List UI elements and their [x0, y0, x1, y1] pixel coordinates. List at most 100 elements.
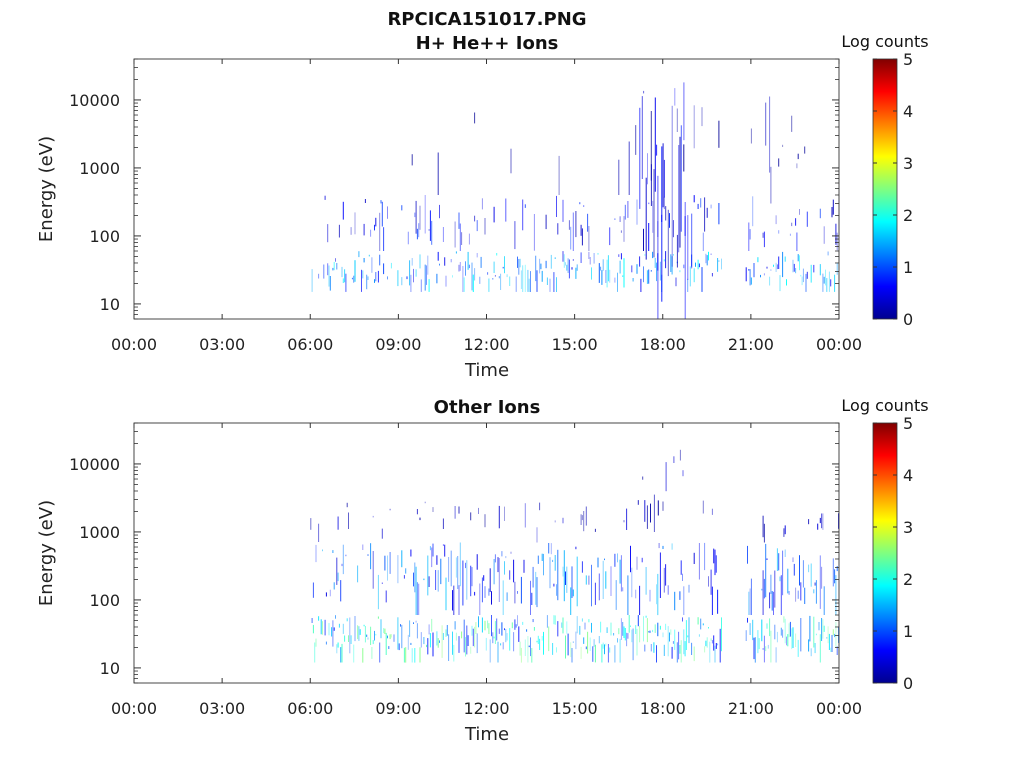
heatmap-cell — [656, 645, 657, 663]
heatmap-cell — [348, 512, 349, 529]
heatmap-cell — [813, 616, 815, 648]
heatmap-cell — [647, 153, 648, 185]
heatmap-cell — [336, 263, 338, 270]
heatmap-cell — [620, 555, 622, 592]
heatmap-cell — [822, 273, 824, 292]
heatmap-cell — [432, 507, 434, 512]
heatmap-cell — [536, 640, 538, 643]
heatmap-cell — [682, 573, 683, 581]
heatmap-cell — [424, 195, 426, 234]
heatmap-cell — [570, 642, 572, 658]
heatmap-cell — [509, 276, 511, 286]
heatmap-cell — [381, 528, 383, 539]
heatmap-cell — [363, 258, 365, 263]
heatmap-cell — [452, 590, 453, 611]
heatmap-cell — [459, 262, 461, 271]
heatmap-cell — [531, 592, 533, 605]
heatmap-cell — [522, 265, 524, 292]
heatmap-cell — [493, 206, 495, 223]
heatmap-cell — [337, 642, 339, 648]
heatmap-cell — [502, 266, 504, 269]
heatmap-cell — [715, 555, 717, 573]
heatmap-cell — [665, 623, 667, 630]
heatmap-cell — [819, 555, 821, 609]
heatmap-cell — [823, 226, 825, 244]
heatmap-cell — [637, 500, 639, 505]
heatmap-cell — [787, 568, 789, 594]
heatmap-cell — [439, 204, 440, 219]
heatmap-cell — [484, 586, 486, 598]
heatmap-cell — [342, 544, 344, 575]
heatmap-cell — [429, 633, 431, 648]
x-tick-label: 03:00 — [199, 335, 245, 354]
heatmap-cell — [591, 622, 592, 633]
heatmap-cell — [652, 251, 654, 259]
heatmap-cell — [359, 629, 361, 635]
heatmap-cell — [648, 202, 650, 205]
heatmap-cell — [792, 627, 794, 648]
heatmap-cell — [641, 557, 643, 563]
heatmap-cell — [780, 627, 782, 636]
heatmap-cell — [346, 618, 348, 622]
heatmap-cell — [600, 621, 602, 633]
heatmap-cell — [571, 267, 573, 270]
heatmap-cell — [650, 503, 651, 523]
heatmap-cell — [714, 645, 716, 663]
heatmap-cell — [322, 549, 323, 552]
heatmap-cell — [552, 643, 554, 655]
heatmap-cell — [445, 629, 447, 637]
heatmap-cell — [793, 563, 795, 576]
panel-1-plot-area: 00:00 03:00 06:00 09:00 12:00 15:00 18:00 21:00… — [69, 58, 862, 354]
heatmap-cell — [519, 641, 521, 656]
heatmap-cell — [795, 268, 797, 274]
heatmap-cell — [593, 253, 595, 264]
heatmap-cell — [711, 273, 713, 277]
heatmap-cell — [644, 644, 646, 652]
heatmap-cell — [753, 637, 755, 660]
y-tick-label: 1000 — [79, 523, 120, 542]
heatmap-cell — [484, 514, 486, 528]
heatmap-cell — [416, 228, 418, 240]
heatmap-cell — [387, 276, 388, 280]
heatmap-cell — [407, 231, 409, 245]
heatmap-cell — [455, 557, 457, 578]
heatmap-cell — [627, 201, 629, 218]
heatmap-cell — [585, 506, 587, 526]
heatmap-cell — [553, 615, 555, 625]
heatmap-cell — [687, 278, 689, 292]
heatmap-cell — [828, 271, 830, 292]
heatmap-cell — [662, 143, 664, 208]
heatmap-cell — [520, 576, 522, 604]
heatmap-cell — [693, 646, 695, 662]
heatmap-cell — [415, 269, 417, 277]
heatmap-cell — [556, 277, 557, 292]
heatmap-cell — [571, 648, 573, 663]
heatmap-cell — [517, 256, 518, 268]
heatmap-cell — [458, 212, 460, 229]
heatmap-cell — [667, 209, 669, 277]
heatmap-cell — [488, 623, 490, 634]
heatmap-cell — [374, 224, 375, 231]
heatmap-cell — [701, 107, 703, 127]
heatmap-cell — [502, 642, 504, 650]
heatmap-cell — [457, 556, 459, 589]
panel-2-ylabel: Energy (eV) — [36, 500, 57, 606]
heatmap-cell — [387, 206, 388, 219]
heatmap-cell — [549, 557, 551, 589]
heatmap-cell — [575, 546, 577, 550]
panel-1-colorbar-label: Log counts — [841, 32, 928, 51]
heatmap-cell — [506, 274, 508, 278]
heatmap-cell — [637, 615, 639, 627]
heatmap-cell — [494, 275, 496, 277]
heatmap-cell — [470, 512, 472, 521]
heatmap-cell — [491, 615, 492, 637]
heatmap-cell — [650, 164, 652, 206]
heatmap-cell — [806, 211, 808, 227]
heatmap-cell — [406, 276, 408, 280]
heatmap-cell — [822, 619, 824, 639]
heatmap-cell — [750, 578, 752, 615]
heatmap-cell — [670, 254, 672, 272]
heatmap-cell — [416, 582, 418, 615]
heatmap-cell — [815, 633, 817, 636]
heatmap-cell — [471, 625, 473, 636]
